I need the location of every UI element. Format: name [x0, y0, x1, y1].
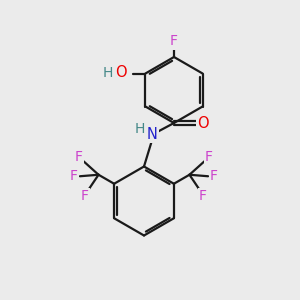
Text: F: F: [81, 189, 89, 203]
Text: H: H: [135, 122, 145, 136]
Text: F: F: [75, 150, 83, 164]
Text: O: O: [197, 116, 209, 130]
Text: F: F: [70, 169, 78, 183]
Text: F: F: [199, 189, 207, 203]
Text: N: N: [147, 127, 158, 142]
Text: O: O: [115, 65, 126, 80]
Text: F: F: [170, 34, 178, 48]
Text: H: H: [102, 66, 112, 80]
Text: F: F: [210, 169, 218, 183]
Text: F: F: [205, 150, 213, 164]
